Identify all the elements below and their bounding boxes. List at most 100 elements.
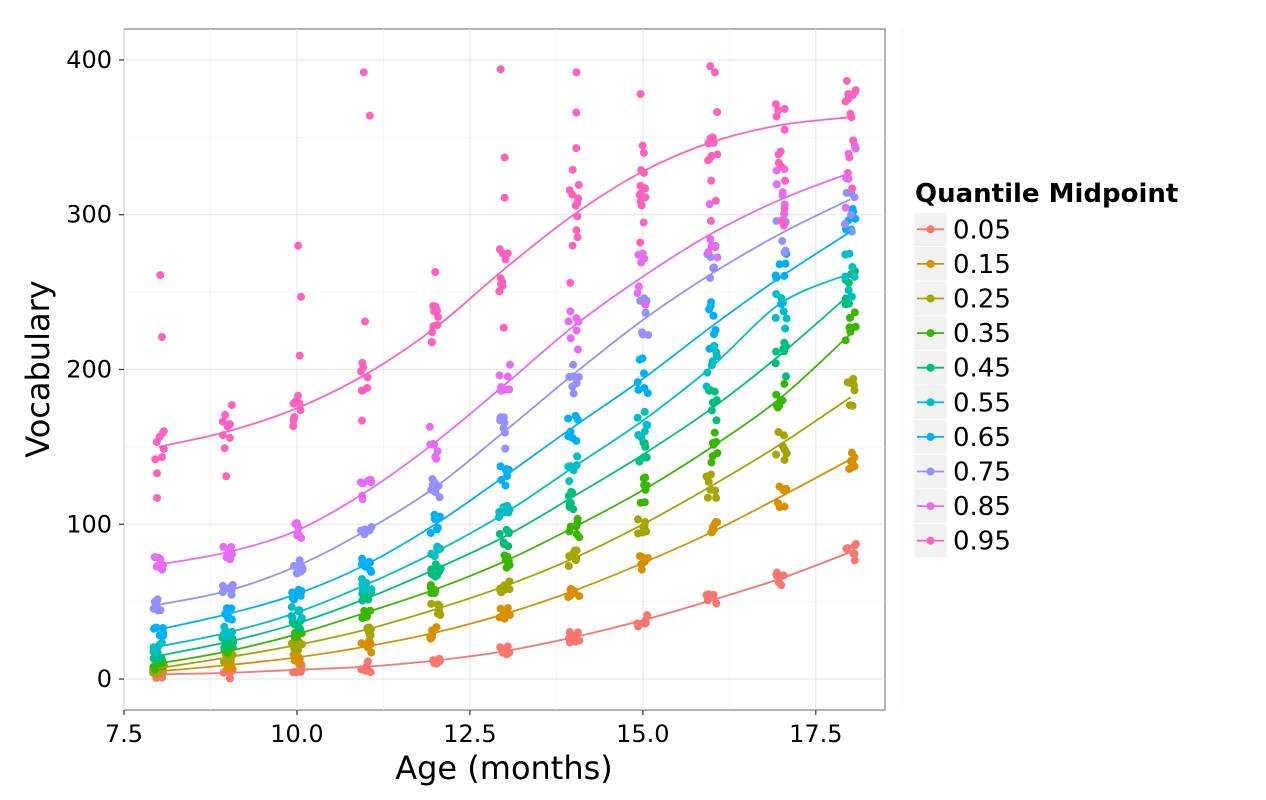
data-point — [436, 610, 445, 619]
data-point — [568, 488, 577, 497]
data-point — [225, 420, 234, 429]
data-point — [427, 599, 436, 608]
data-point — [842, 76, 851, 85]
data-point — [292, 569, 301, 578]
data-point — [844, 278, 853, 287]
data-point — [772, 290, 781, 299]
data-point — [707, 176, 716, 185]
data-point — [297, 613, 306, 622]
data-point — [289, 422, 298, 431]
quantile-curve-0.35 — [158, 333, 852, 665]
data-point — [155, 640, 164, 649]
data-point — [639, 369, 648, 378]
data-point — [433, 600, 442, 609]
data-point — [841, 336, 850, 345]
data-point — [778, 237, 787, 246]
data-point — [636, 90, 645, 99]
data-point — [849, 374, 858, 383]
x-tick-label: 17.5 — [789, 720, 842, 748]
data-point — [297, 292, 306, 301]
data-point — [495, 371, 504, 380]
data-point — [845, 323, 854, 332]
data-point — [712, 493, 721, 502]
data-point — [845, 313, 854, 322]
data-point — [566, 334, 575, 343]
data-point — [363, 657, 372, 666]
data-point — [572, 226, 581, 235]
data-point — [779, 221, 788, 230]
quantile-curve-0.85 — [158, 172, 851, 566]
data-point — [844, 90, 853, 99]
data-point — [431, 572, 440, 581]
legend-key-point — [926, 363, 935, 372]
data-point — [218, 417, 227, 426]
data-point — [571, 411, 580, 420]
data-point — [500, 614, 509, 623]
data-point — [294, 623, 303, 632]
legend: Quantile Midpoint 0.05 0.15 0.25 0.35 0.45 0.… — [913, 179, 1178, 559]
data-point — [496, 280, 505, 289]
data-point — [772, 568, 781, 577]
data-point — [771, 100, 780, 109]
data-point — [641, 300, 650, 309]
data-point — [564, 317, 573, 326]
data-point — [359, 68, 368, 77]
data-point — [639, 148, 648, 157]
data-point — [358, 358, 367, 367]
data-point — [851, 322, 860, 331]
data-point — [848, 204, 857, 213]
data-point — [708, 133, 717, 142]
data-point — [499, 323, 508, 332]
data-point — [501, 255, 510, 264]
data-point — [638, 330, 647, 339]
data-point — [851, 86, 860, 95]
data-point — [569, 360, 578, 369]
data-point — [426, 581, 435, 590]
data-point — [222, 632, 231, 641]
legend-label: 0.15 — [953, 250, 1011, 280]
data-point — [426, 529, 435, 538]
quantile-curve-0.65 — [158, 231, 851, 631]
legend-title: Quantile Midpoint — [915, 179, 1178, 209]
data-point — [771, 313, 780, 322]
data-point — [711, 243, 720, 252]
data-point — [843, 544, 852, 553]
data-point — [704, 590, 713, 599]
data-point — [151, 665, 160, 674]
data-point — [500, 428, 509, 437]
data-point — [219, 542, 228, 551]
data-point — [634, 529, 643, 538]
data-point — [433, 542, 442, 551]
data-point — [775, 260, 784, 269]
data-point — [780, 125, 789, 134]
data-point — [149, 604, 158, 613]
data-point — [365, 111, 374, 120]
data-point — [572, 530, 581, 539]
data-point — [564, 562, 573, 571]
data-point — [706, 470, 715, 479]
data-point — [568, 165, 577, 174]
data-point — [501, 481, 510, 490]
data-point — [495, 508, 504, 517]
data-point — [425, 422, 434, 431]
data-point — [636, 238, 645, 247]
data-point — [841, 250, 850, 259]
data-point — [707, 406, 716, 415]
data-point — [227, 401, 236, 410]
data-point — [356, 478, 365, 487]
data-point — [565, 477, 574, 486]
y-axis-title: Vocabulary — [19, 280, 57, 457]
data-point — [779, 307, 788, 316]
x-tick-label: 7.5 — [105, 720, 143, 748]
quantile-curve-0.75 — [158, 198, 851, 606]
data-point — [840, 219, 849, 228]
data-point — [293, 530, 302, 539]
data-point — [780, 445, 789, 454]
legend-key-point — [926, 467, 935, 476]
data-point — [566, 307, 575, 316]
data-point — [220, 444, 229, 453]
data-point — [642, 453, 651, 462]
data-point — [568, 241, 577, 250]
data-point — [357, 639, 366, 648]
